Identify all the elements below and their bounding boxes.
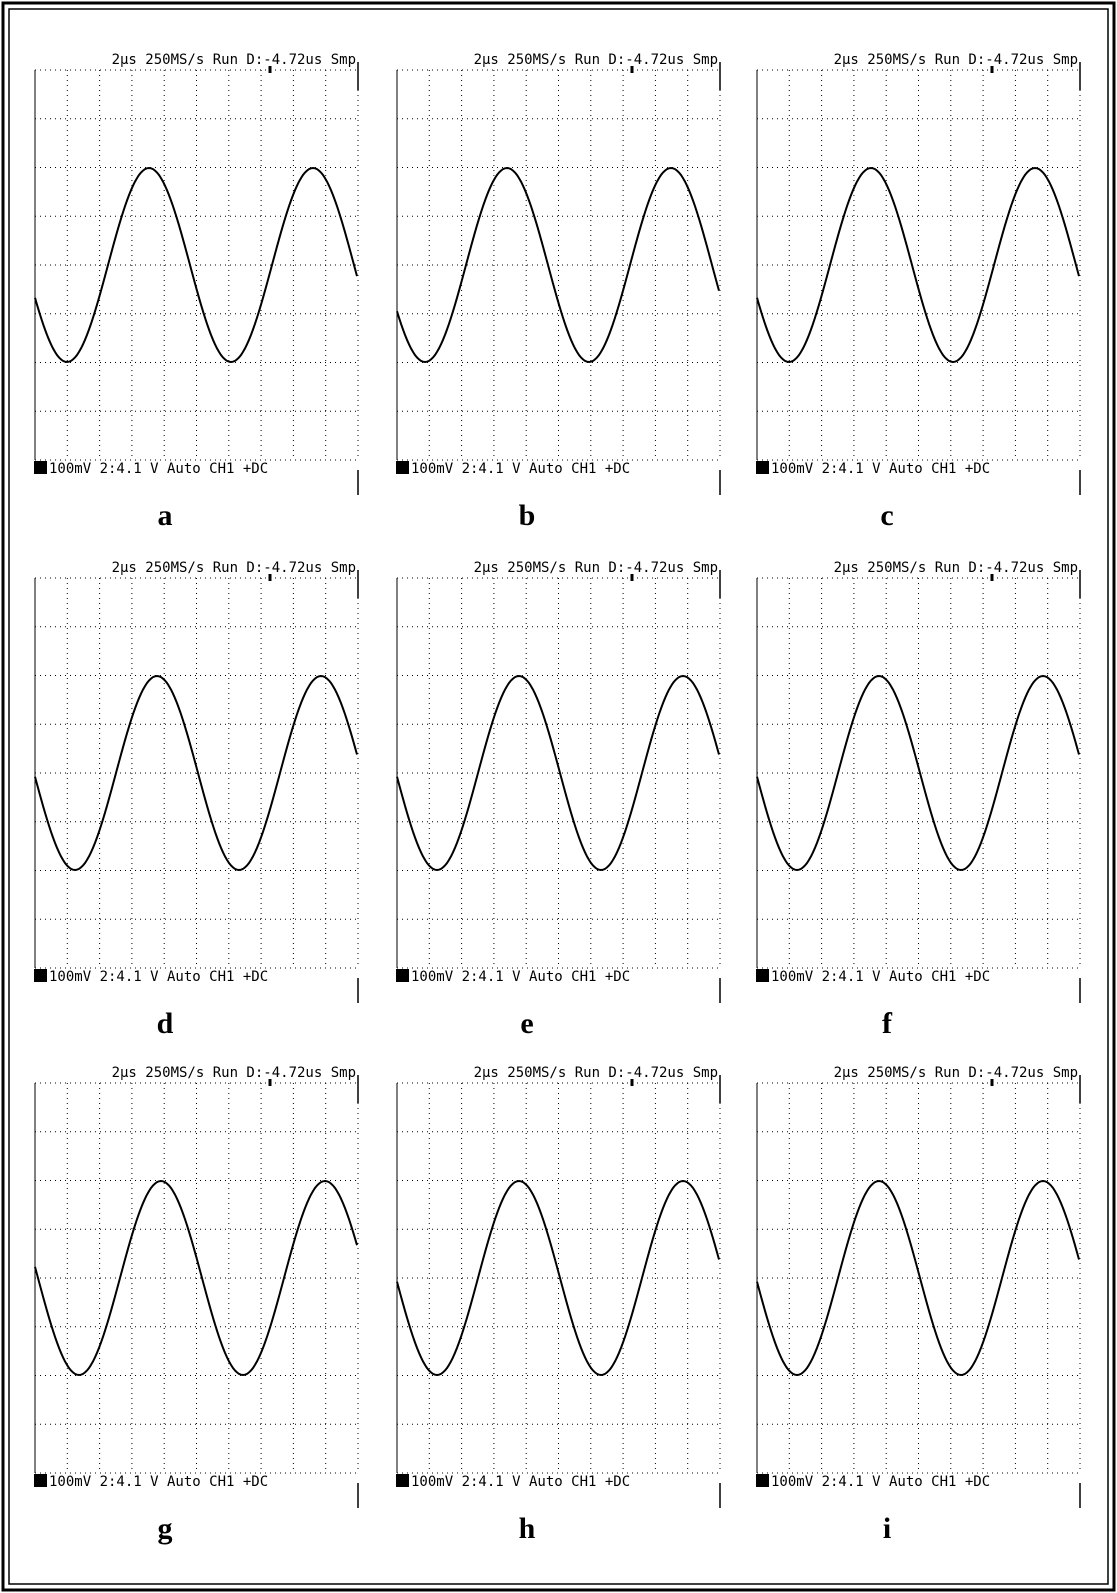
- inner-border: [8, 8, 1109, 1585]
- screen-header: 2μs 250MS/s Run D:-4.72us Smp: [474, 560, 718, 576]
- scope-panel: 2μs 250MS/s Run D:-4.72us Smp 100mV 2:4.1…: [34, 52, 359, 532]
- waveform: [396, 166, 720, 364]
- scope-panel: 2μs 250MS/s Run D:-4.72us Smp 100mV 2:4.1…: [756, 560, 1081, 1040]
- scope-panel: 2μs 250MS/s Run D:-4.72us Smp 100mV 2:4.1…: [396, 52, 721, 532]
- screen-footer: 100mV 2:4.1 V Auto CH1 +DC: [411, 1474, 630, 1490]
- channel-icon: [34, 1474, 47, 1487]
- waveform: [756, 674, 1080, 872]
- waveform: [396, 1179, 720, 1377]
- waveform: [396, 674, 720, 872]
- screen-footer: 100mV 2:4.1 V Auto CH1 +DC: [49, 969, 268, 985]
- channel-icon: [756, 1474, 769, 1487]
- waveform: [34, 166, 358, 364]
- channel-icon: [396, 969, 409, 982]
- panel-label: h: [519, 1512, 536, 1545]
- panel-label: b: [519, 499, 536, 532]
- waveform: [34, 674, 358, 872]
- screen-header: 2μs 250MS/s Run D:-4.72us Smp: [834, 560, 1078, 576]
- panel-label: c: [880, 499, 893, 532]
- scope-panel: 2μs 250MS/s Run D:-4.72us Smp 100mV 2:4.1…: [756, 1065, 1081, 1545]
- scope-panel: 2μs 250MS/s Run D:-4.72us Smp 100mV 2:4.1…: [34, 560, 359, 1040]
- screen-header: 2μs 250MS/s Run D:-4.72us Smp: [834, 52, 1078, 68]
- panel-label: g: [158, 1512, 173, 1545]
- channel-icon: [756, 969, 769, 982]
- screen-footer: 100mV 2:4.1 V Auto CH1 +DC: [411, 969, 630, 985]
- screen-footer: 100mV 2:4.1 V Auto CH1 +DC: [411, 461, 630, 477]
- screen-header: 2μs 250MS/s Run D:-4.72us Smp: [474, 1065, 718, 1081]
- channel-icon: [34, 461, 47, 474]
- panel-label: i: [883, 1512, 891, 1545]
- scope-panel: 2μs 250MS/s Run D:-4.72us Smp 100mV 2:4.1…: [756, 52, 1081, 532]
- screen-header: 2μs 250MS/s Run D:-4.72us Smp: [112, 560, 356, 576]
- scope-panel: 2μs 250MS/s Run D:-4.72us Smp 100mV 2:4.1…: [396, 560, 721, 1040]
- scope-panel: 2μs 250MS/s Run D:-4.72us Smp 100mV 2:4.1…: [396, 1065, 721, 1545]
- waveform: [34, 1179, 358, 1377]
- screen-footer: 100mV 2:4.1 V Auto CH1 +DC: [771, 1474, 990, 1490]
- screen-header: 2μs 250MS/s Run D:-4.72us Smp: [834, 1065, 1078, 1081]
- screen-footer: 100mV 2:4.1 V Auto CH1 +DC: [771, 969, 990, 985]
- screen-footer: 100mV 2:4.1 V Auto CH1 +DC: [49, 461, 268, 477]
- waveform: [756, 166, 1080, 364]
- screen-header: 2μs 250MS/s Run D:-4.72us Smp: [112, 52, 356, 68]
- screen-footer: 100mV 2:4.1 V Auto CH1 +DC: [49, 1474, 268, 1490]
- panel-label: f: [882, 1007, 893, 1040]
- panel-label: e: [520, 1007, 533, 1040]
- channel-icon: [396, 461, 409, 474]
- channel-icon: [756, 461, 769, 474]
- panel-label: d: [157, 1007, 174, 1040]
- waveform: [756, 1179, 1080, 1377]
- screen-header: 2μs 250MS/s Run D:-4.72us Smp: [474, 52, 718, 68]
- screen-header: 2μs 250MS/s Run D:-4.72us Smp: [112, 1065, 356, 1081]
- scope-panel: 2μs 250MS/s Run D:-4.72us Smp 100mV 2:4.1…: [34, 1065, 359, 1545]
- screen-footer: 100mV 2:4.1 V Auto CH1 +DC: [771, 461, 990, 477]
- panel-label: a: [158, 499, 173, 532]
- channel-icon: [34, 969, 47, 982]
- channel-icon: [396, 1474, 409, 1487]
